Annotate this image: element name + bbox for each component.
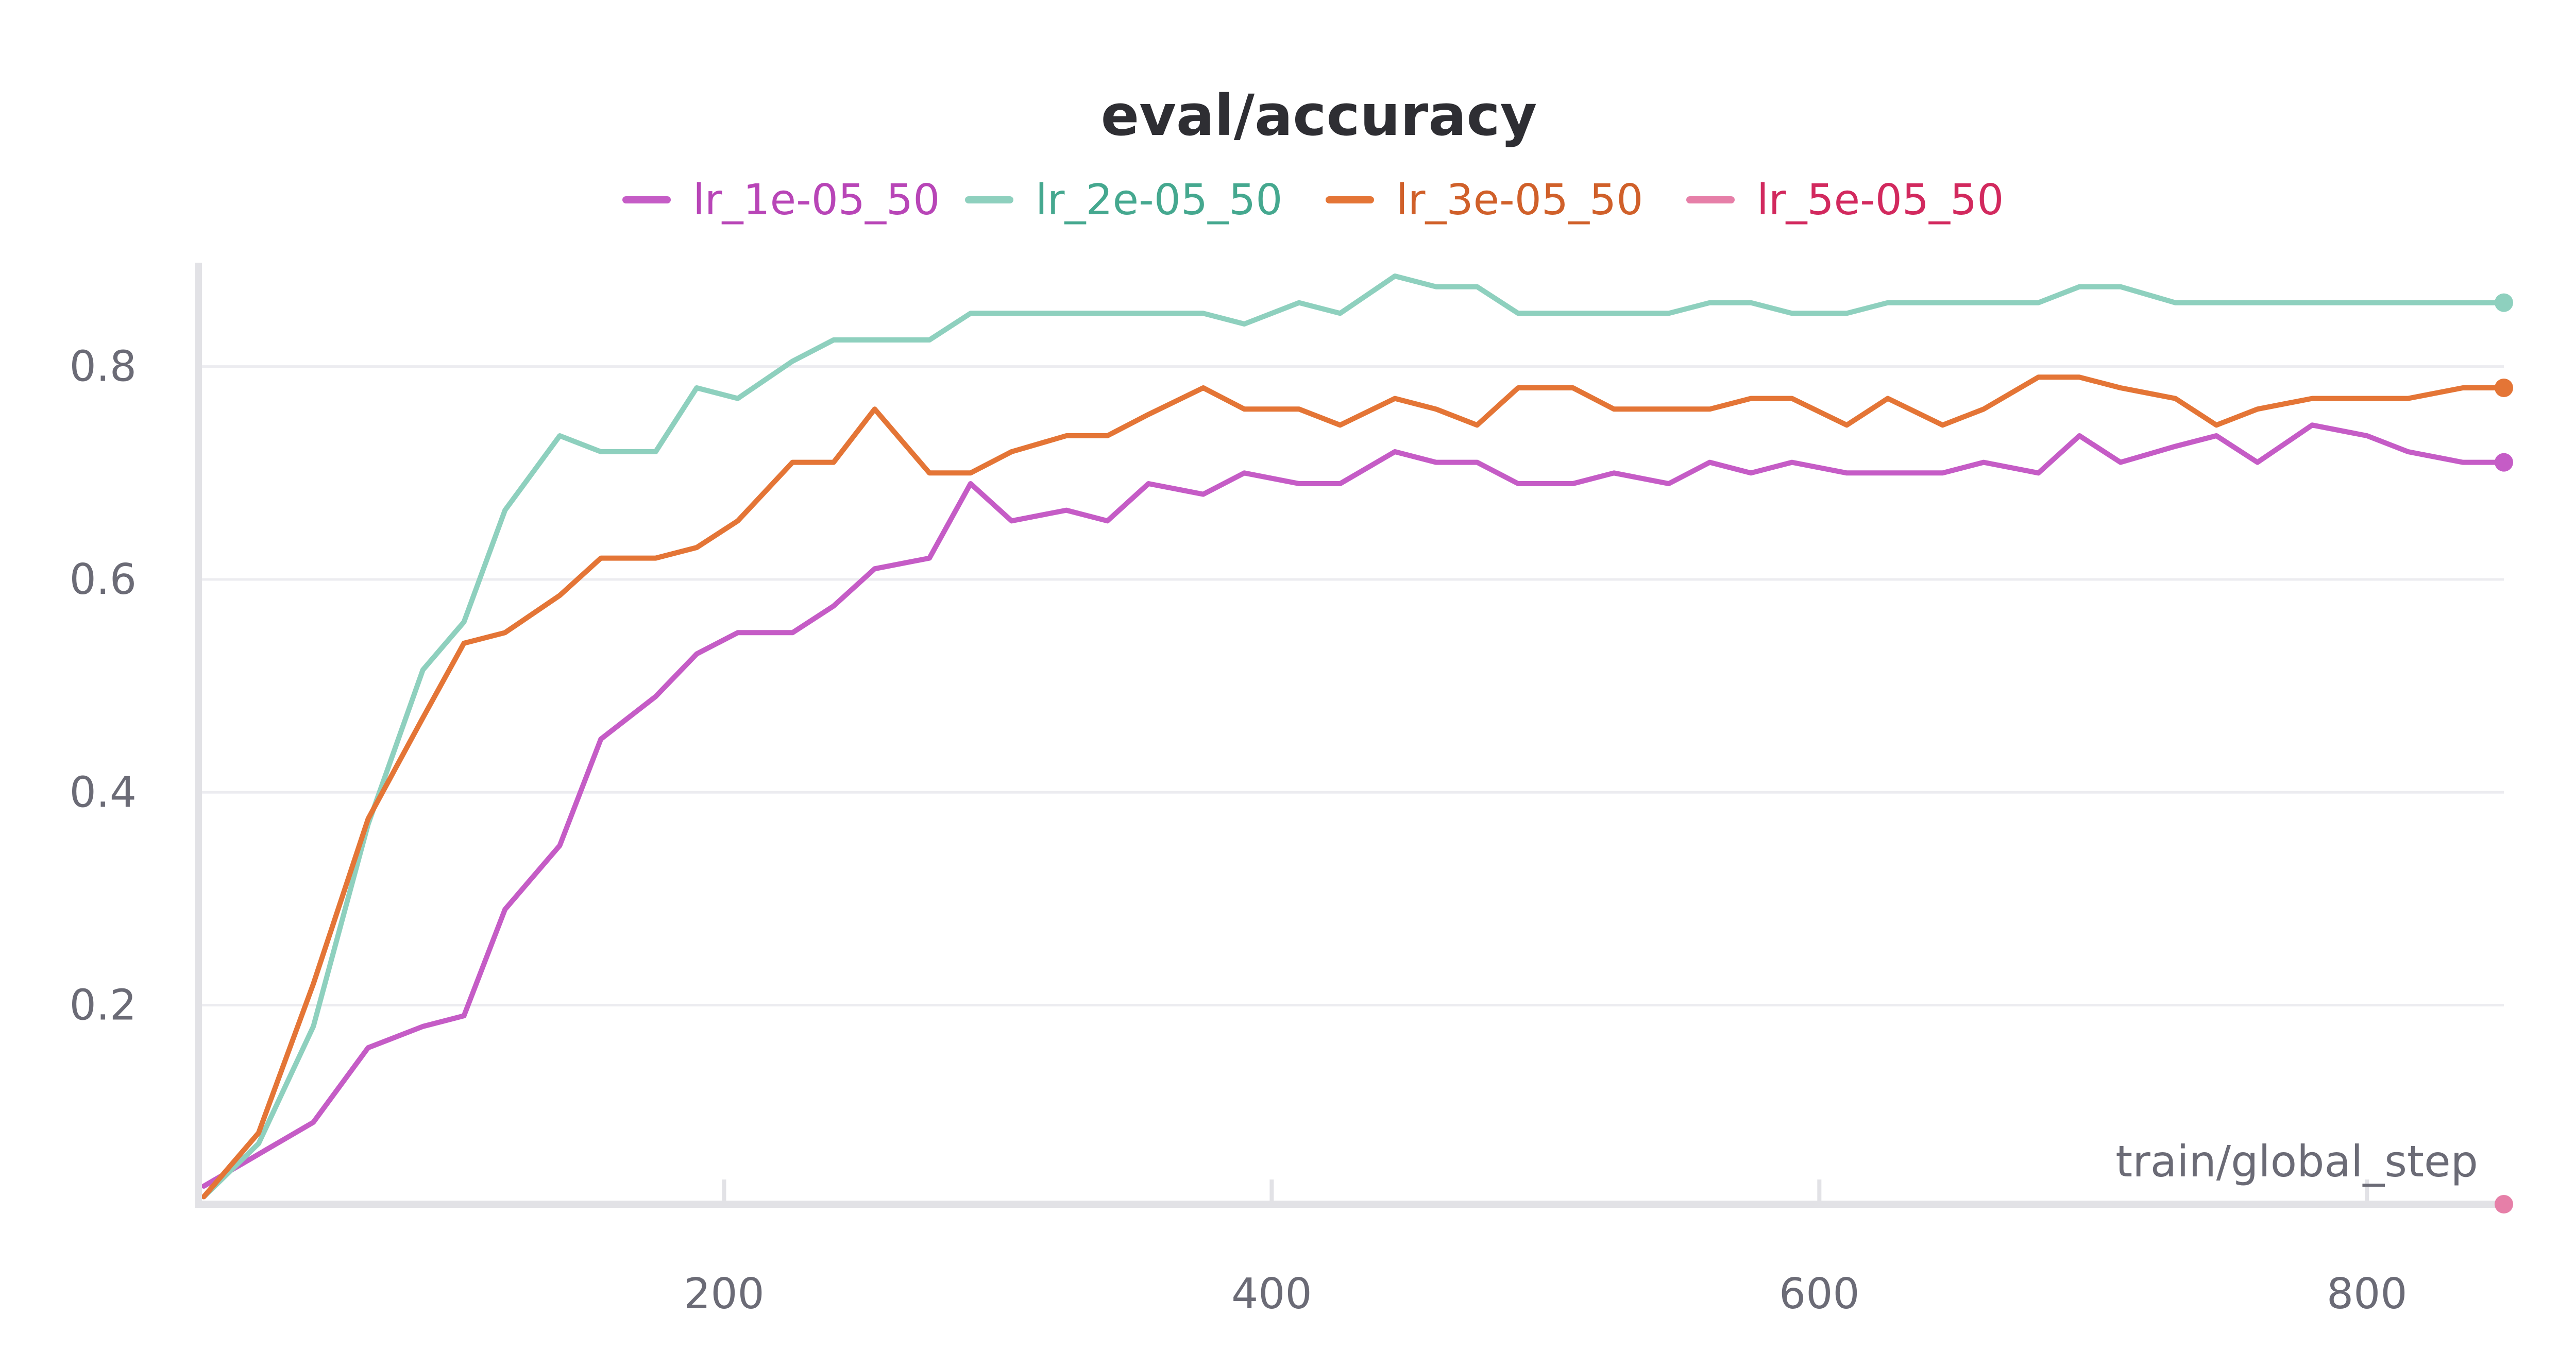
y-tick-label-2: 0.6 [70, 555, 137, 604]
y-tick-label-0: 0.2 [70, 981, 137, 1030]
legend-label-3: lr_5e-05_50 [1757, 176, 2004, 225]
series-end-point-lr_2e-05_50 [2495, 293, 2513, 312]
axes [195, 263, 2504, 1208]
x-tick-label-0: 200 [684, 1270, 765, 1319]
series-line-lr_3e-05_50 [201, 374, 2506, 1200]
series-line-lr_2e-05_50 [201, 273, 2506, 1200]
series-end-point-lr_5e-05_50 [2495, 1195, 2513, 1213]
x-tick-label-3: 800 [2327, 1270, 2408, 1319]
series-end-point-lr_1e-05_50 [2495, 453, 2513, 472]
x-tick-labels: 200 400 600 800 [684, 1270, 2407, 1319]
y-tick-labels: 0.2 0.4 0.6 0.8 [70, 343, 137, 1030]
y-tick-label-1: 0.4 [70, 768, 137, 817]
series-end-point-lr_3e-05_50 [2495, 378, 2513, 397]
legend-label-2: lr_3e-05_50 [1396, 176, 1643, 225]
gridlines [198, 365, 2504, 1007]
legend-label-0: lr_1e-05_50 [693, 176, 940, 225]
end-markers [2495, 293, 2513, 1213]
chart-title: eval/accuracy [1101, 82, 1537, 148]
x-tick-label-2: 600 [1779, 1270, 1860, 1319]
legend: lr_1e-05_50 lr_2e-05_50 lr_3e-05_50 lr_5e-0… [622, 176, 2004, 225]
series-line-lr_1e-05_50 [201, 422, 2506, 1189]
x-axis-label: train/global_step [2115, 1136, 2478, 1187]
x-tick-label-1: 400 [1231, 1270, 1312, 1319]
y-tick-label-3: 0.8 [70, 343, 137, 391]
series-lines [201, 273, 2506, 1200]
legend-label-1: lr_2e-05_50 [1036, 176, 1282, 225]
